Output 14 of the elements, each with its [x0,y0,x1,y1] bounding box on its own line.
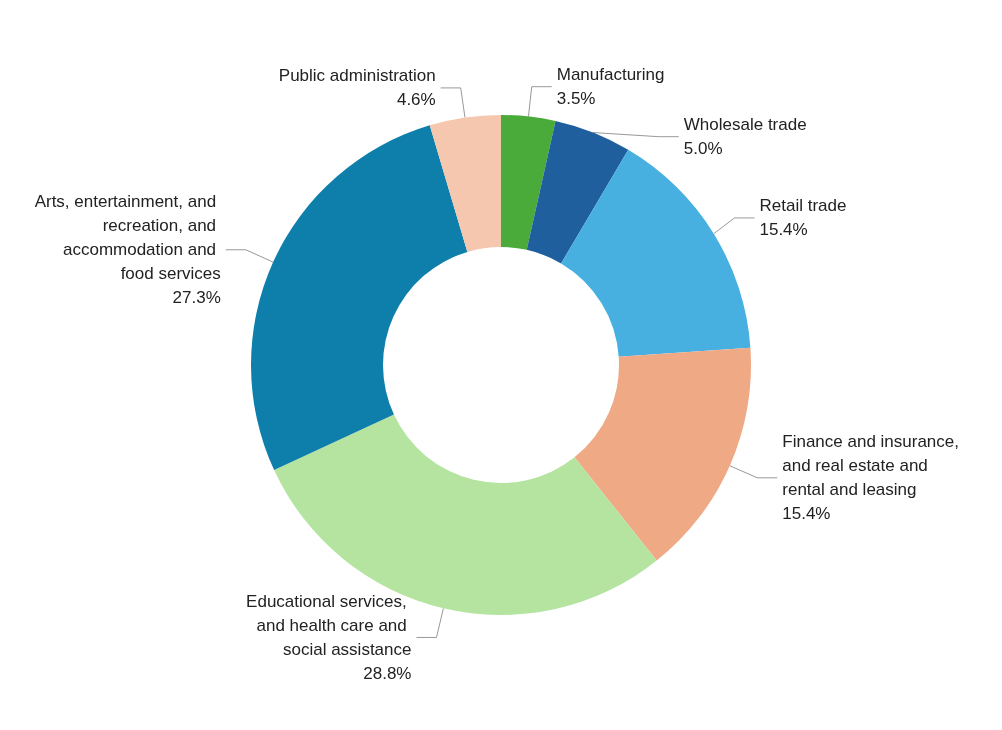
data-label: 27.3% [172,288,221,308]
slice-label: Educational services, and health care and social assistance [246,591,412,659]
data-label: 15.4% [782,504,831,524]
data-label: 5.0% [683,139,723,159]
slice-label: Retail trade [759,196,847,216]
slice-label: Manufacturing [556,65,665,85]
data-label: 3.5% [556,89,596,109]
data-label: 4.6% [396,90,436,110]
slice-label: Public administration [278,66,436,86]
slice-label: Finance and insurance, and real estate and rental and leasing [782,432,964,500]
slice-label: Wholesale trade [683,115,807,135]
slice-label: Arts, entertainment, and recreation, and accommodation and food services [34,192,221,284]
data-label: 28.8% [363,663,412,683]
data-label: 15.4% [759,220,808,240]
